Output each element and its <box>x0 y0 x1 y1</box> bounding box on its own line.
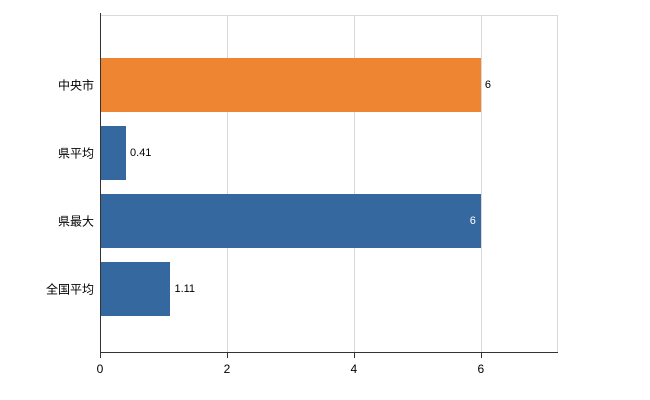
x-tick-label: 4 <box>350 362 358 376</box>
y-axis-line <box>100 13 101 353</box>
x-tick-mark <box>226 353 228 358</box>
bar-value-label: 6 <box>484 79 491 91</box>
bar-value-label: 0.41 <box>130 147 152 159</box>
x-tick-mark <box>353 353 355 358</box>
bar-中央市 <box>101 58 481 112</box>
x-tick-label: 2 <box>223 362 231 376</box>
x-axis-line <box>100 352 558 353</box>
x-tick-label: 0 <box>96 362 104 376</box>
x-tick-mark <box>480 353 482 358</box>
category-label-県平均: 県平均 <box>57 146 94 161</box>
bar-value-label: 1.11 <box>174 283 196 295</box>
bar-県平均 <box>101 126 127 180</box>
x-tick-mark <box>100 353 101 358</box>
category-label-県最大: 県最大 <box>57 214 94 229</box>
bar-value-label: 6 <box>469 215 476 227</box>
category-label-全国平均: 全国平均 <box>45 282 94 297</box>
category-label-中央市: 中央市 <box>57 78 94 93</box>
bar-全国平均 <box>101 262 171 316</box>
bar-県最大 <box>101 194 481 248</box>
x-tick-label: 6 <box>477 362 485 376</box>
